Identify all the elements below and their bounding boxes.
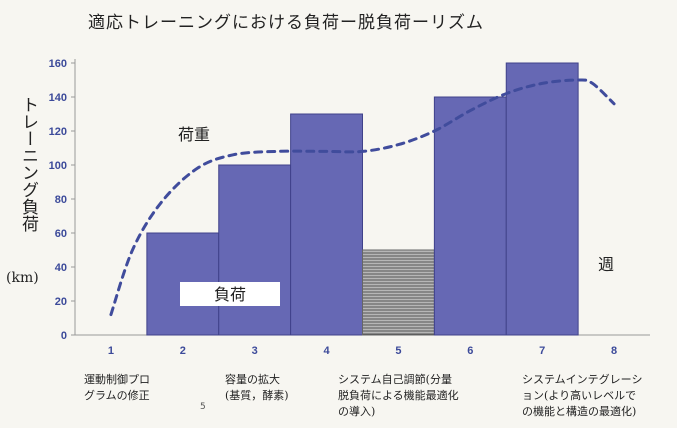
- phase-description-line: 容量の拡大: [225, 373, 280, 386]
- x-tick-label: 7: [539, 345, 545, 357]
- y-tick-label: 140: [49, 92, 67, 104]
- x-tick-label: 5: [395, 345, 401, 357]
- x-axis-note: 週: [598, 255, 614, 274]
- bar: [290, 113, 363, 336]
- chart-title: 適応トレーニングにおける負荷ー脱負荷ーリズム: [88, 13, 484, 33]
- phase-description-4: システムインテグレーシ ョン(より高いレベルで の機能と構造の最適化): [522, 372, 642, 420]
- phase-description-line: グラムの修正: [84, 389, 150, 402]
- y-tick-label: 80: [55, 194, 67, 206]
- phase-description-1: 運動制御プロ グラムの修正: [84, 372, 150, 404]
- load-curve: [109, 78, 616, 317]
- x-tick-label: 6: [467, 345, 473, 357]
- bar: [505, 62, 579, 336]
- bar: [218, 164, 292, 336]
- x-tick-label: 4: [324, 345, 331, 357]
- y-axis-label: トレーニング負荷: [18, 96, 38, 232]
- bar-legend-box: [180, 282, 280, 306]
- stray-mark: 5: [200, 402, 206, 412]
- phase-description-2: 容量の拡大 (基質，酵素): [225, 372, 289, 404]
- y-tick-label: 160: [49, 58, 67, 70]
- x-tick-label: 2: [180, 345, 186, 357]
- y-tick-label: 60: [55, 228, 67, 240]
- phase-description-line: (基質，酵素): [225, 389, 289, 402]
- y-tick-label: 40: [55, 262, 67, 274]
- phase-description-3: システム自己調節(分量 脱負荷による機能最適化 の導入): [338, 372, 459, 420]
- y-tick-label: 100: [49, 160, 67, 172]
- phase-description-line: の導入): [338, 405, 376, 418]
- y-tick-label: 0: [61, 330, 67, 342]
- phase-description-line: 運動制御プロ: [84, 373, 150, 386]
- phase-description-line: システム自己調節(分量: [338, 373, 452, 386]
- y-tick-label: 120: [49, 126, 67, 138]
- bar-legend-label: 負荷: [214, 285, 246, 304]
- x-tick-label: 1: [108, 345, 114, 357]
- phase-description-line: 脱負荷による機能最適化: [338, 389, 459, 402]
- phase-description-line: ョン(より高いレベルで: [522, 389, 637, 402]
- phase-description-line: システムインテグレーシ: [522, 373, 643, 386]
- x-tick-label: 3: [252, 345, 258, 357]
- bar: [433, 96, 507, 336]
- y-axis-unit: (km): [6, 270, 39, 286]
- load-curve-label: 荷重: [178, 125, 210, 144]
- x-tick-label: 8: [611, 345, 617, 357]
- y-tick-label: 20: [55, 296, 67, 308]
- phase-description-line: の機能と構造の最適化): [522, 405, 637, 418]
- bar-deload: [362, 249, 435, 336]
